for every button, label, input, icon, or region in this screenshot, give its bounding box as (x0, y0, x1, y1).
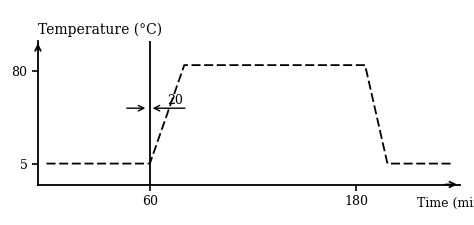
Text: Time (min): Time (min) (417, 197, 474, 210)
Text: 20: 20 (167, 94, 183, 107)
Text: Temperature (°C): Temperature (°C) (38, 22, 162, 37)
